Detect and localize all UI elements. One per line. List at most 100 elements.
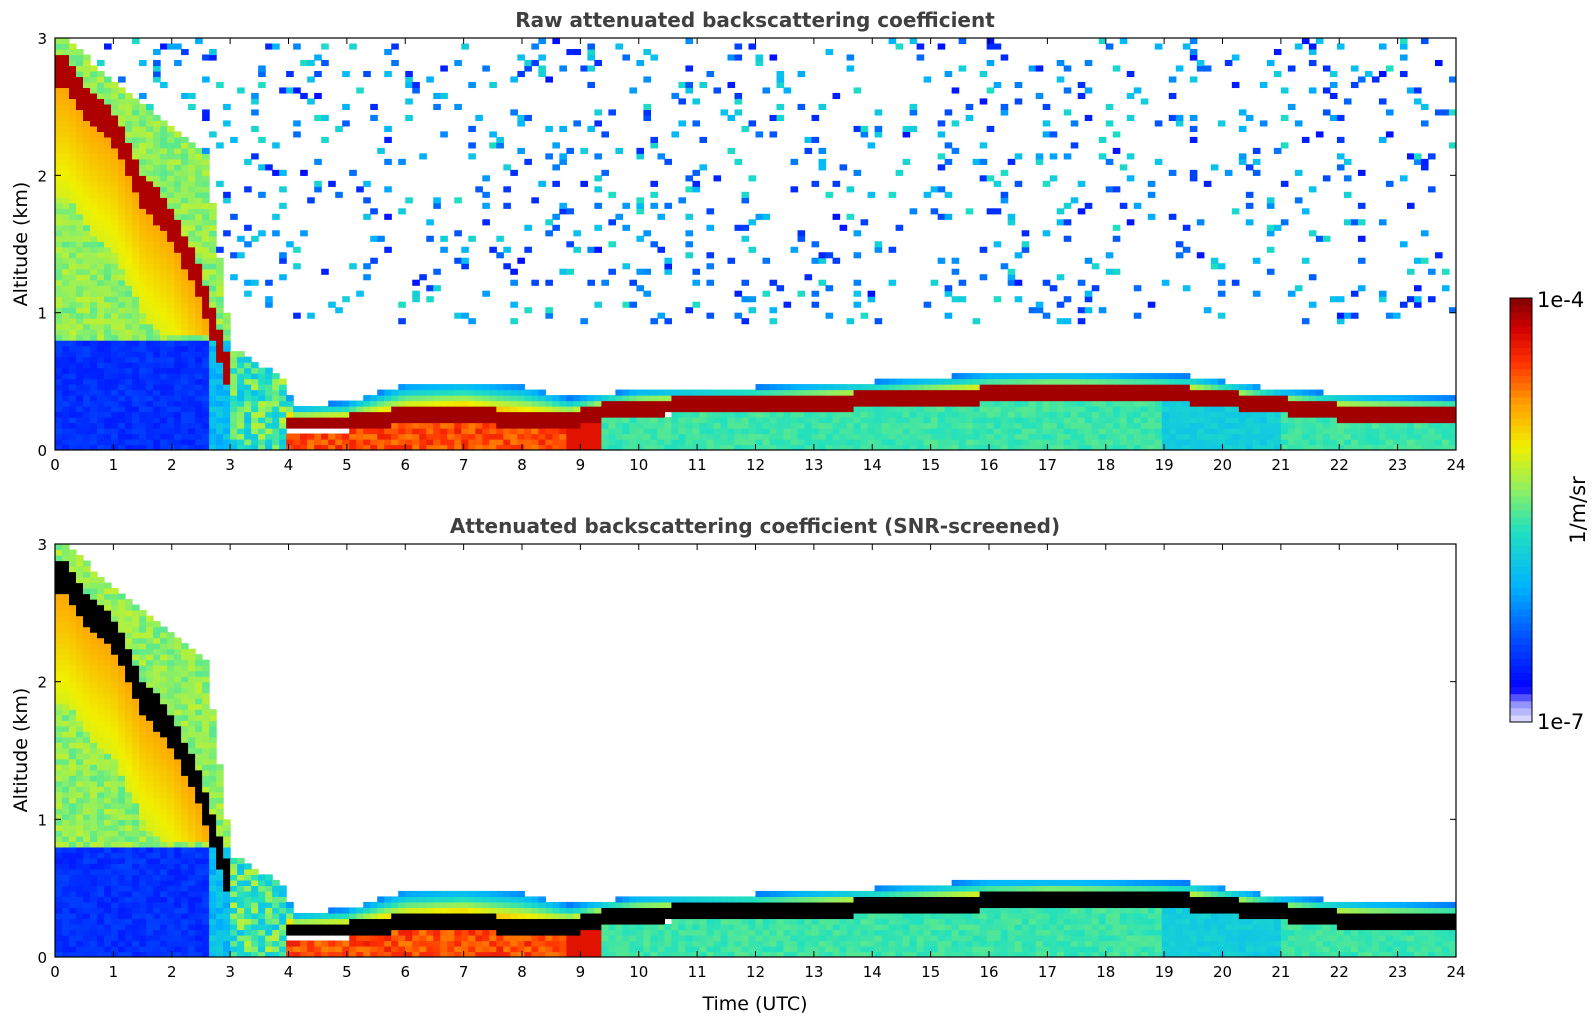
heatmap-cell bbox=[160, 252, 168, 259]
heatmap-cell bbox=[1280, 444, 1289, 450]
heatmap-cell bbox=[167, 285, 175, 292]
heatmap-cell bbox=[811, 395, 820, 402]
heatmap-cell bbox=[125, 345, 133, 352]
heatmap-cell bbox=[83, 659, 91, 666]
heatmap-cell bbox=[174, 411, 182, 418]
heatmap-cell bbox=[1378, 422, 1387, 429]
heatmap-cell bbox=[1357, 411, 1366, 418]
heatmap-cell bbox=[76, 643, 84, 650]
heatmap-cell bbox=[440, 439, 448, 446]
heatmap-cell bbox=[90, 263, 98, 270]
heatmap-cell bbox=[503, 428, 511, 435]
heatmap-cell bbox=[727, 114, 736, 121]
heatmap-cell bbox=[748, 400, 757, 407]
heatmap-cell bbox=[783, 395, 792, 402]
heatmap-cell bbox=[55, 389, 63, 396]
heatmap-cell bbox=[90, 929, 98, 936]
heatmap-cell bbox=[1056, 439, 1065, 446]
heatmap-cell bbox=[1322, 235, 1331, 242]
heatmap-cell bbox=[111, 136, 119, 143]
heatmap-cell bbox=[111, 312, 119, 319]
heatmap-cell bbox=[1280, 142, 1289, 149]
heatmap-cell bbox=[377, 411, 385, 418]
heatmap-cell bbox=[62, 549, 70, 556]
heatmap-cell bbox=[167, 307, 175, 314]
heatmap-cell bbox=[650, 180, 659, 187]
heatmap-cell bbox=[258, 378, 266, 385]
heatmap-cell bbox=[580, 428, 588, 435]
heatmap-cell bbox=[1119, 406, 1128, 413]
heatmap-cell bbox=[251, 153, 259, 160]
heatmap-cell bbox=[811, 411, 820, 418]
heatmap-cell bbox=[188, 257, 196, 264]
heatmap-cell bbox=[944, 290, 953, 297]
heatmap-cell bbox=[510, 384, 518, 391]
heatmap-cell bbox=[69, 659, 77, 666]
heatmap-cell bbox=[1196, 65, 1205, 72]
heatmap-cell bbox=[825, 406, 834, 413]
heatmap-cell bbox=[1049, 428, 1058, 435]
heatmap-cell bbox=[1203, 400, 1212, 407]
heatmap-cell bbox=[1077, 373, 1086, 380]
heatmap-cell bbox=[1000, 191, 1009, 198]
heatmap-cell bbox=[797, 444, 806, 450]
heatmap-cell bbox=[559, 125, 567, 132]
heatmap-cell bbox=[881, 406, 890, 413]
heatmap-cell bbox=[1392, 406, 1401, 413]
heatmap-cell bbox=[160, 340, 168, 347]
heatmap-cell bbox=[1161, 444, 1170, 450]
heatmap-cell bbox=[76, 406, 84, 413]
heatmap-cell bbox=[909, 439, 918, 446]
heatmap-cell bbox=[1441, 285, 1450, 292]
heatmap-cell bbox=[923, 395, 932, 402]
heatmap-cell bbox=[209, 296, 217, 303]
heatmap-cell bbox=[230, 373, 238, 380]
heatmap-cell bbox=[1259, 411, 1268, 418]
heatmap-cell bbox=[1105, 433, 1114, 440]
heatmap-cell bbox=[97, 274, 105, 281]
heatmap-cell bbox=[440, 417, 448, 424]
heatmap-cell bbox=[797, 406, 806, 413]
heatmap-cell bbox=[146, 367, 154, 374]
heatmap-cell bbox=[195, 224, 203, 231]
heatmap-cell bbox=[55, 98, 63, 105]
heatmap-cell bbox=[1294, 444, 1303, 450]
heatmap-cell bbox=[1210, 417, 1219, 424]
heatmap-cell bbox=[832, 400, 841, 407]
heatmap-cell bbox=[531, 411, 539, 418]
heatmap-cell bbox=[755, 59, 764, 67]
heatmap-cell bbox=[1399, 70, 1408, 78]
heatmap-cell bbox=[419, 444, 427, 450]
heatmap-cell bbox=[811, 389, 820, 396]
heatmap-cell bbox=[76, 147, 84, 154]
heatmap-cell bbox=[1112, 389, 1121, 396]
heatmap-cell bbox=[559, 400, 567, 407]
heatmap-cell bbox=[174, 230, 182, 237]
heatmap-cell bbox=[132, 153, 140, 160]
heatmap-cell bbox=[594, 411, 602, 418]
heatmap-cell bbox=[951, 439, 960, 446]
heatmap-cell bbox=[433, 428, 441, 435]
heatmap-cell bbox=[510, 439, 518, 446]
heatmap-cell bbox=[643, 76, 652, 83]
heatmap-cell bbox=[1154, 444, 1163, 450]
heatmap-cell bbox=[1105, 400, 1114, 407]
heatmap-cell bbox=[69, 577, 77, 584]
heatmap-cell bbox=[559, 395, 567, 402]
heatmap-cell bbox=[748, 439, 757, 446]
heatmap-cell bbox=[1399, 54, 1408, 61]
heatmap-cell bbox=[454, 444, 462, 450]
heatmap-cell bbox=[83, 318, 91, 325]
heatmap-cell bbox=[454, 400, 462, 407]
heatmap-cell bbox=[1028, 384, 1037, 391]
heatmap-cell bbox=[279, 274, 287, 281]
heatmap-cell bbox=[531, 417, 539, 424]
heatmap-cell bbox=[944, 417, 953, 424]
heatmap-cell bbox=[55, 824, 63, 831]
heatmap-cell bbox=[55, 593, 63, 600]
heatmap-cell bbox=[97, 246, 105, 253]
heatmap-cell bbox=[62, 687, 70, 694]
heatmap-cell bbox=[1392, 395, 1401, 402]
heatmap-cell bbox=[62, 87, 70, 94]
heatmap-cell bbox=[188, 197, 196, 204]
